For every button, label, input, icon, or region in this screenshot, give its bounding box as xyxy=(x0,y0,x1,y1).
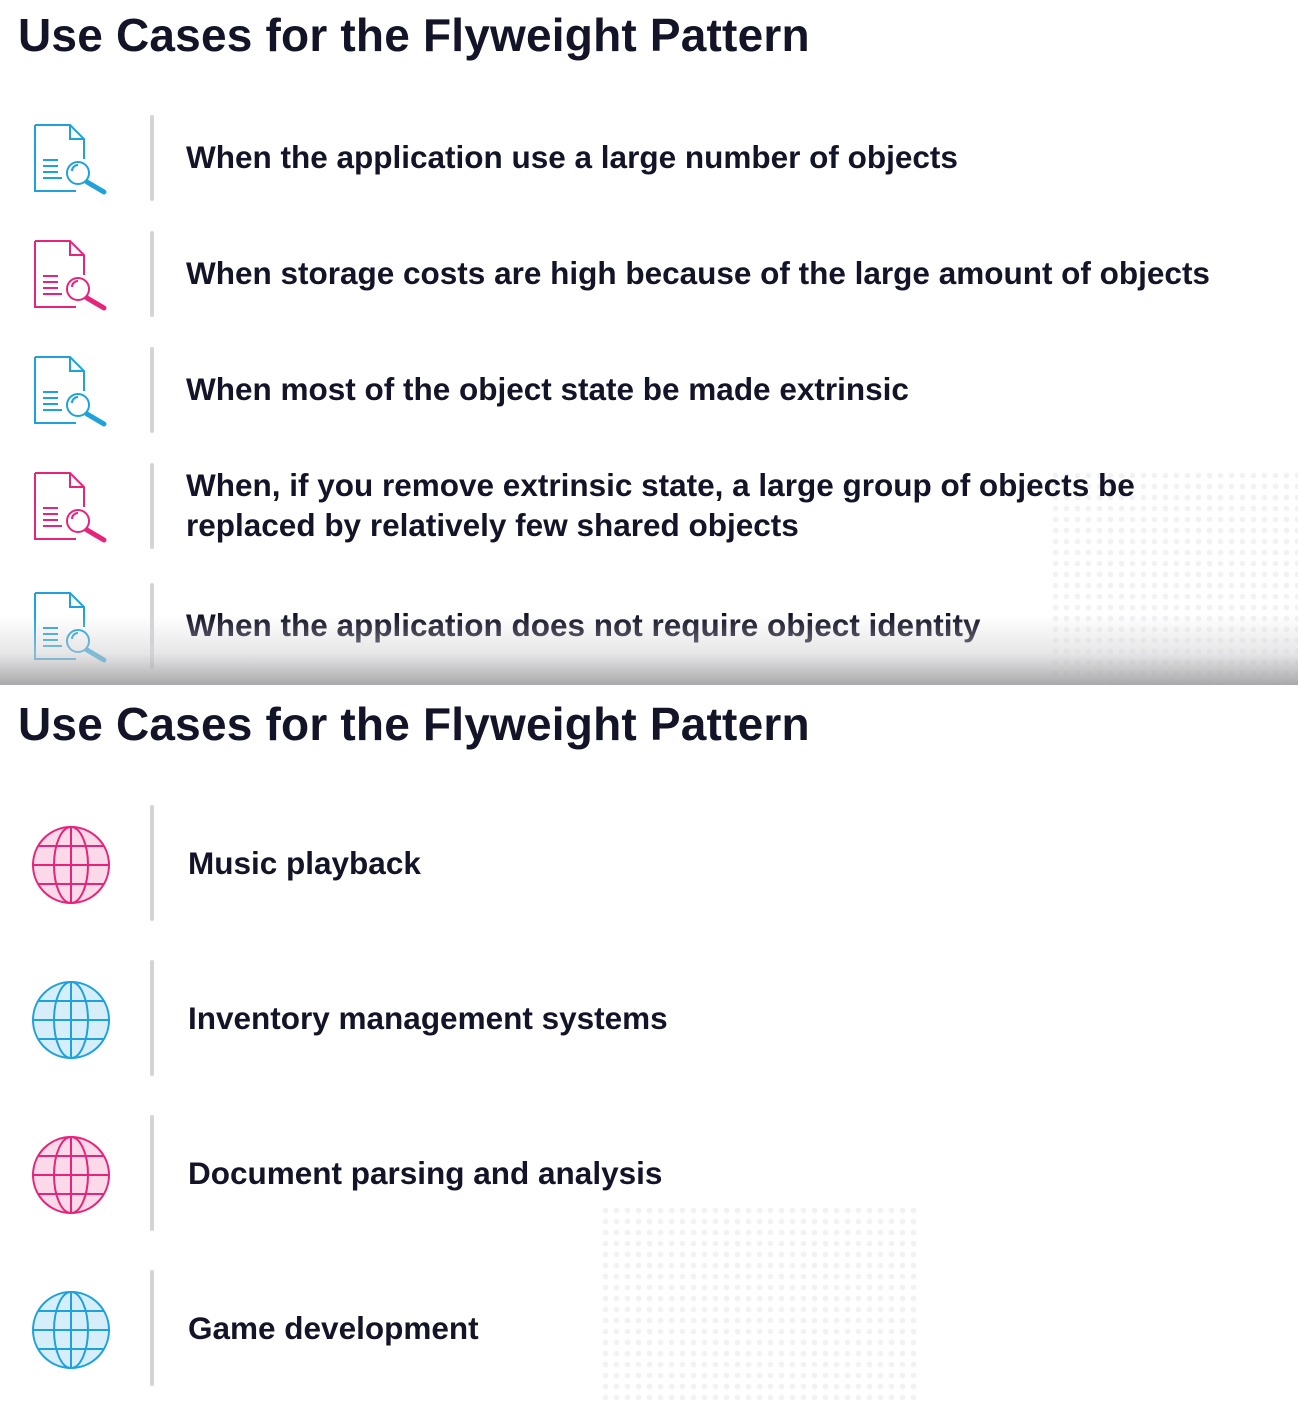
divider xyxy=(150,805,154,921)
list-item: When most of the object state be made ex… xyxy=(0,347,1298,435)
list-item: Music playback xyxy=(0,805,1298,923)
globe-icon xyxy=(32,1291,110,1369)
use-case-text: When the application use a large number … xyxy=(186,139,958,175)
list-item: When the application does not require ob… xyxy=(0,583,1298,671)
document-search-icon xyxy=(34,472,107,543)
use-case-text: Game development xyxy=(188,1310,479,1346)
list-item: Document parsing and analysis xyxy=(0,1115,1298,1233)
use-case-text: When, if you remove extrinsic state, a l… xyxy=(186,467,1135,543)
globe-icon xyxy=(32,1136,110,1214)
list-item: When, if you remove extrinsic state, a l… xyxy=(0,463,1298,551)
list-item: Game development xyxy=(0,1270,1298,1388)
globe-icon xyxy=(32,981,110,1059)
use-case-text: Document parsing and analysis xyxy=(188,1155,663,1191)
document-search-icon xyxy=(34,124,107,195)
use-case-text: Music playback xyxy=(188,845,421,881)
divider xyxy=(150,960,154,1076)
use-case-text: Inventory management systems xyxy=(188,1000,668,1036)
slide-application-use-cases: Use Cases for the Flyweight Pattern Musi… xyxy=(0,685,1298,1405)
document-search-icon xyxy=(34,356,107,427)
divider xyxy=(150,1115,154,1231)
list-item: When the application use a large number … xyxy=(0,115,1298,203)
divider xyxy=(150,347,154,433)
list-item: Inventory management systems xyxy=(0,960,1298,1078)
divider xyxy=(150,463,154,549)
document-search-icon xyxy=(34,592,107,663)
slide-document-use-cases: Use Cases for the Flyweight Pattern When… xyxy=(0,0,1298,685)
use-case-text: When storage costs are high because of t… xyxy=(186,255,1210,291)
divider xyxy=(150,115,154,201)
use-case-text: When the application does not require ob… xyxy=(186,607,981,643)
divider xyxy=(150,583,154,669)
use-case-text: When most of the object state be made ex… xyxy=(186,371,909,407)
list-item: When storage costs are high because of t… xyxy=(0,231,1298,319)
globe-icon xyxy=(32,826,110,904)
divider xyxy=(150,1270,154,1386)
divider xyxy=(150,231,154,317)
document-search-icon xyxy=(34,240,107,311)
slide-title: Use Cases for the Flyweight Pattern xyxy=(18,9,810,61)
slide-title: Use Cases for the Flyweight Pattern xyxy=(18,698,810,750)
